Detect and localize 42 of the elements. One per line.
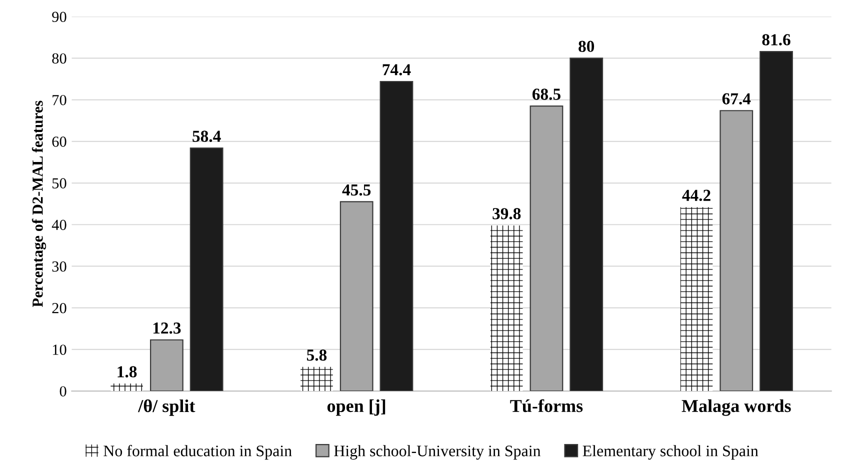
data-label: 80 (578, 40, 594, 52)
x-tick-label: open [j] (327, 399, 386, 416)
data-label: 12.3 (153, 322, 181, 334)
bar (300, 366, 333, 392)
bar (380, 80, 414, 392)
bar (760, 50, 793, 392)
bar (150, 339, 184, 392)
y-tick-label: 90 (52, 12, 66, 22)
data-label: 58.4 (192, 130, 221, 142)
bar (340, 201, 374, 392)
bar (680, 207, 713, 392)
data-label: 5.8 (306, 350, 327, 361)
legend-label: Elementary school in Spain (582, 445, 758, 460)
x-tick-label: Malaga words (682, 399, 791, 416)
bar (190, 148, 224, 392)
data-label: 67.4 (722, 93, 751, 105)
x-tick-label: /θ/ split (138, 399, 196, 416)
bar (720, 110, 754, 392)
data-label: 39.8 (492, 208, 521, 220)
data-label: 74.4 (382, 64, 411, 76)
y-tick-label: 70 (52, 94, 66, 106)
y-tick-label: 0 (60, 386, 66, 396)
y-tick-label: 40 (52, 220, 66, 230)
data-label: 45.5 (342, 184, 371, 196)
data-label: 81.6 (762, 34, 790, 46)
bar (530, 105, 564, 392)
y-tick-label: 10 (52, 344, 66, 355)
y-tick-label: 60 (52, 136, 66, 147)
y-tick-label: 30 (52, 261, 66, 272)
legend-label: No formal education in Spain (104, 444, 292, 460)
bar (490, 225, 523, 392)
y-tick-label: 50 (52, 178, 66, 188)
legend-label: High school-University in Spain (334, 445, 541, 460)
y-tick-label: 20 (52, 302, 66, 314)
bar (570, 58, 604, 392)
data-label: 44.2 (682, 190, 710, 202)
data-label: 68.5 (532, 88, 560, 100)
data-label: 1.8 (118, 366, 137, 378)
y-axis-title: Percentage of D2-MAL features (32, 100, 46, 308)
y-tick-label: 80 (52, 53, 66, 64)
bar (110, 384, 143, 392)
x-tick-label: Tú-forms (510, 399, 583, 412)
